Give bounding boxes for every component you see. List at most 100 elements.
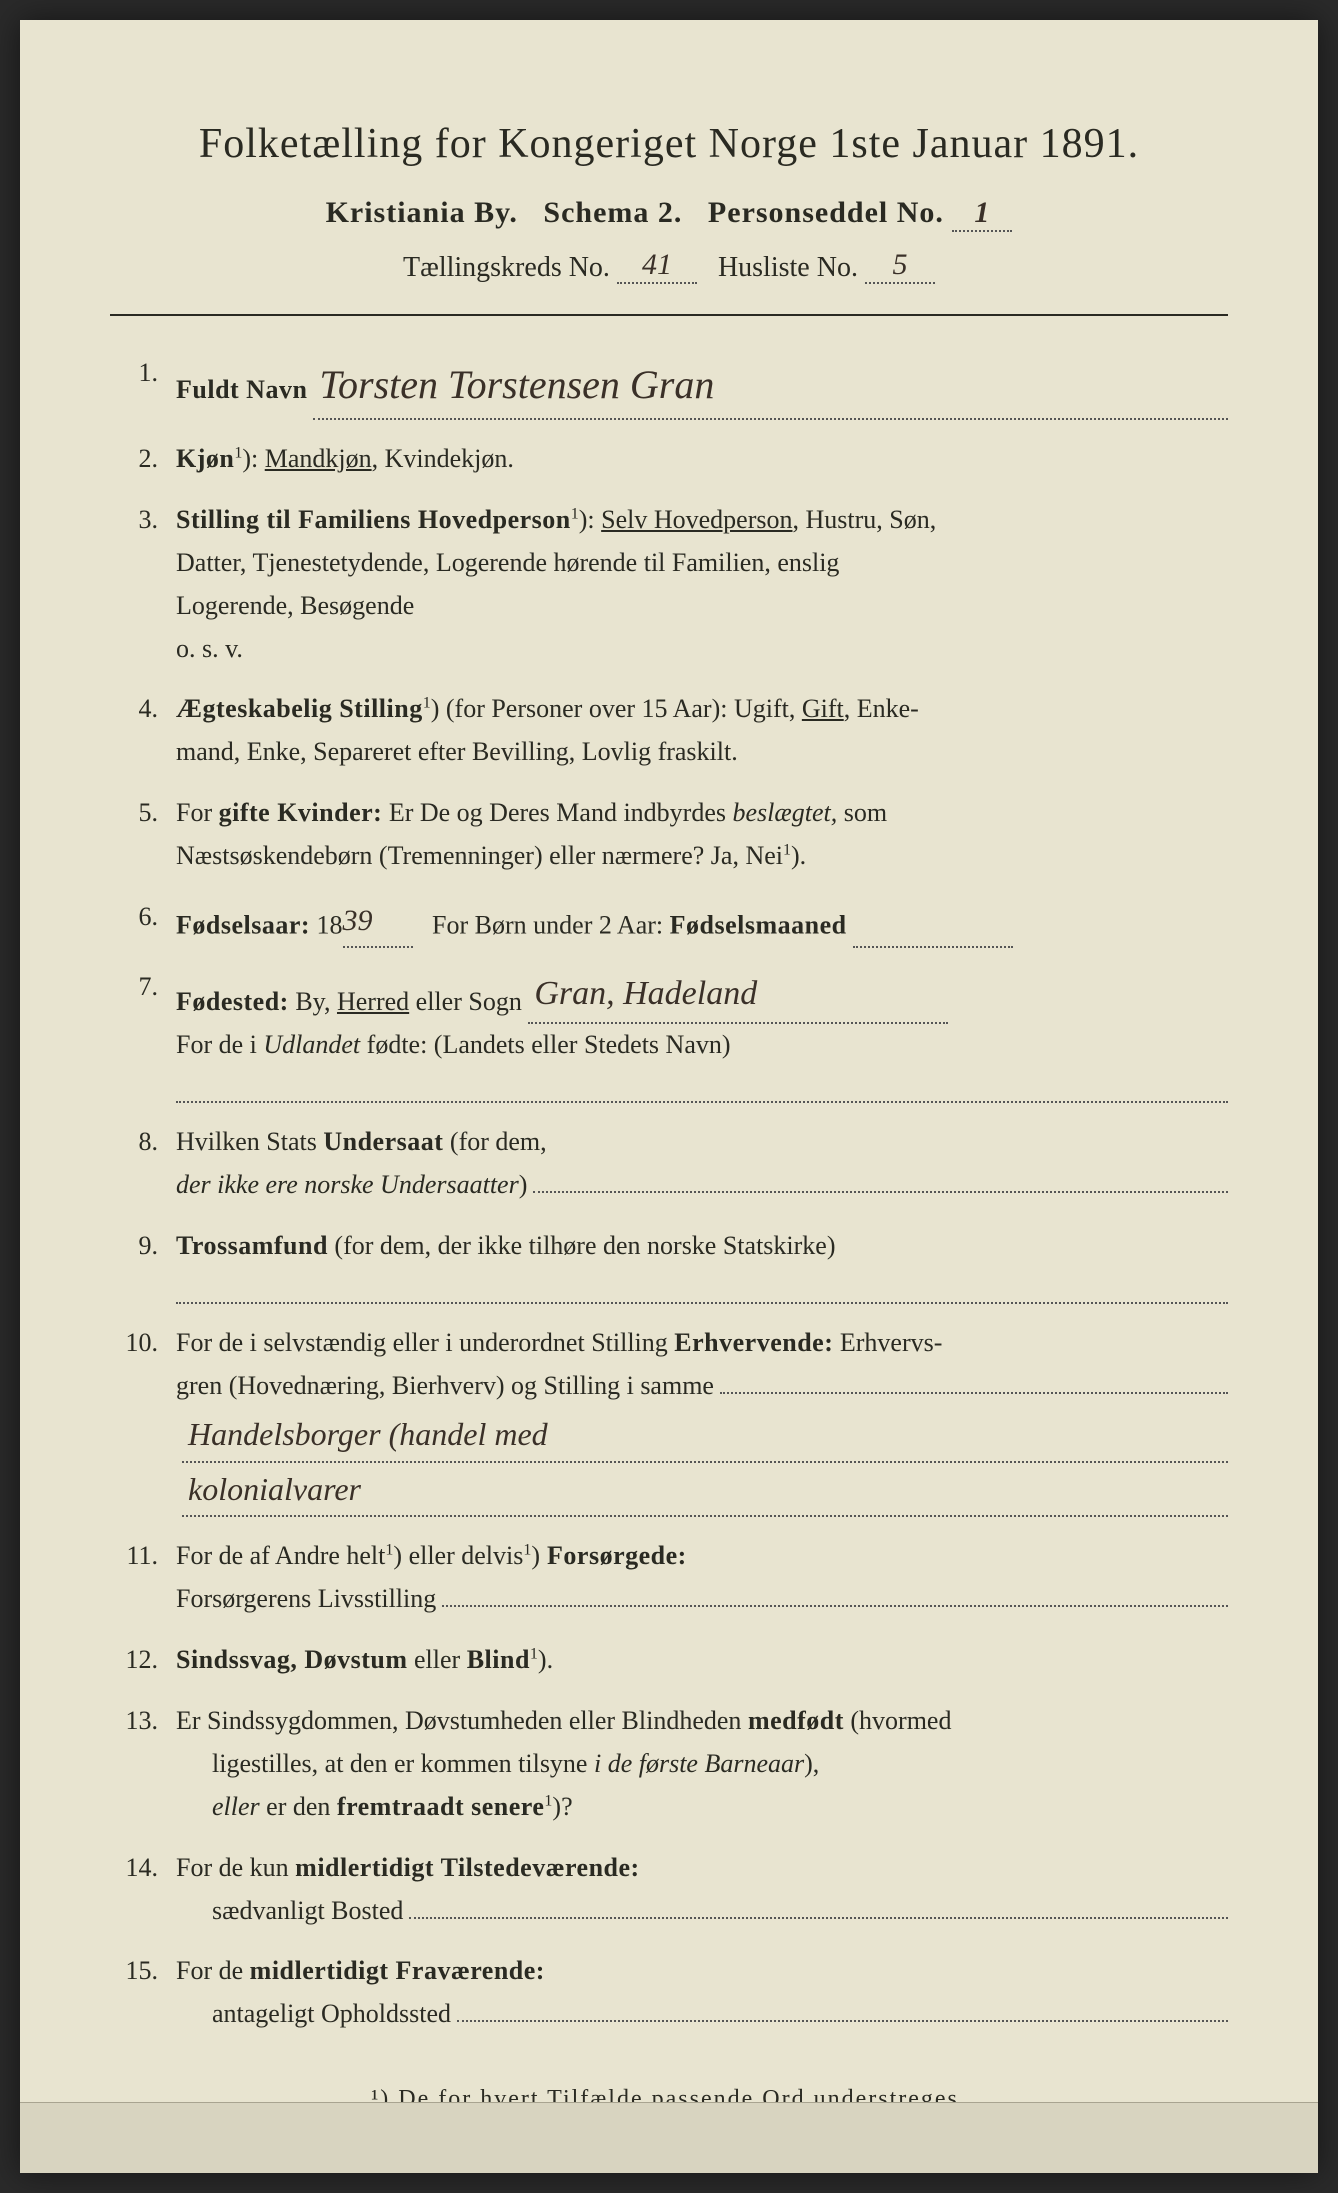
f11-t2: eller delvis: [402, 1541, 523, 1570]
field-1: 1. Fuldt Navn Torsten Torstensen Gran: [120, 352, 1228, 420]
footnote: ¹) De for hvert Tilfælde passende Ord un…: [110, 2086, 1228, 2113]
f13-t1: Er Sindssygdommen, Døvstumheden eller Bl…: [176, 1706, 748, 1735]
field-4: 4. Ægteskabelig Stilling1) (for Personer…: [120, 688, 1228, 774]
personseddel-label: Personseddel No.: [708, 196, 944, 229]
f14-line2: sædvanligt Bosted: [212, 1890, 403, 1933]
field-2: 2. Kjøn1): Mandkjøn, Kvindekjøn.: [120, 438, 1228, 481]
field-label: Sindssvag, Døvstum: [176, 1645, 408, 1674]
f8-t1: Hvilken Stats: [176, 1127, 323, 1156]
field-num: 3.: [120, 499, 176, 671]
field-5: 5. For gifte Kvinder: Er De og Deres Man…: [120, 792, 1228, 878]
field-label: midlertidigt Fraværende:: [250, 1956, 545, 1985]
f4-line2: mand, Enke, Separeret efter Bevilling, L…: [176, 737, 738, 766]
occupation-value-2: kolonialvarer: [182, 1463, 1228, 1518]
f15-line2: antageligt Opholdssted: [212, 1993, 451, 2036]
divider: [110, 314, 1228, 316]
f11-line2: Forsørgerens Livsstilling: [176, 1578, 436, 1621]
f5-em: beslægtet,: [733, 798, 838, 827]
dotted-line: [176, 1067, 1228, 1103]
birth-month: [853, 946, 1013, 948]
f14-text: For de kun: [176, 1853, 295, 1882]
f5-line2: Næstsøskendebørn (Tremenninger) eller næ…: [176, 841, 783, 870]
marital-selected: Gift: [802, 694, 844, 723]
field-num: 12.: [120, 1639, 176, 1682]
field-14: 14. For de kun midlertidigt Tilstedevære…: [120, 1847, 1228, 1933]
f13-l3a: eller: [212, 1792, 260, 1821]
kreds-no: 41: [617, 248, 697, 284]
birth-year: 39: [343, 896, 413, 948]
f5-t1: Er De og Deres Mand indbyrdes: [382, 798, 732, 827]
f10-line2: gren (Hovednæring, Bierhverv) og Stillin…: [176, 1365, 714, 1408]
field-label: Undersaat: [323, 1127, 443, 1156]
field-3: 3. Stilling til Familiens Hovedperson1):…: [120, 499, 1228, 671]
field-label: Fødselsaar:: [176, 911, 310, 940]
form-items: 1. Fuldt Navn Torsten Torstensen Gran 2.…: [110, 352, 1228, 2036]
born-label: For Børn under 2 Aar:: [432, 911, 663, 940]
f13-l3b: er den: [260, 1792, 337, 1821]
f13-l2a: ligestilles, at den er kommen tilsyne: [212, 1749, 594, 1778]
field-label: Forsørgede:: [540, 1541, 687, 1570]
f7-l2em: Udlandet: [263, 1030, 360, 1059]
dotted-line: [442, 1605, 1228, 1607]
f8-t2: (for dem,: [443, 1127, 546, 1156]
field-15: 15. For de midlertidigt Fraværende: anta…: [120, 1950, 1228, 2036]
field-3-line4: o. s. v.: [176, 634, 243, 663]
field-label: gifte Kvinder:: [219, 798, 383, 827]
field-num: 2.: [120, 438, 176, 481]
f15-text: For de: [176, 1956, 250, 1985]
field-num: 14.: [120, 1847, 176, 1933]
sex-selected: Mandkjøn: [265, 444, 372, 473]
field-label: Erhvervende:: [674, 1328, 833, 1357]
dotted-line: [409, 1917, 1228, 1919]
field-num: 7.: [120, 966, 176, 1103]
field-num: 1.: [120, 352, 176, 420]
f4-note: (for Personer over 15 Aar):: [439, 694, 734, 723]
field-num: 9.: [120, 1225, 176, 1304]
field-num: 8.: [120, 1121, 176, 1207]
field-8: 8. Hvilken Stats Undersaat (for dem, der…: [120, 1121, 1228, 1207]
field-12: 12. Sindssvag, Døvstum eller Blind1).: [120, 1639, 1228, 1682]
field-label: Kjøn: [176, 444, 234, 473]
f5-t2: som: [837, 798, 887, 827]
field-3-line2: Datter, Tjenestetydende, Logerende høren…: [176, 548, 839, 577]
f10-t2: Erhvervs-: [833, 1328, 942, 1357]
field-label-2: Blind: [467, 1645, 530, 1674]
field-num: 6.: [120, 896, 176, 948]
f11-t1: For de af Andre helt: [176, 1541, 385, 1570]
form-subtitle: Kristiania By. Schema 2. Personseddel No…: [110, 196, 1228, 232]
husliste-no: 5: [865, 248, 935, 284]
form-subline: Tællingskreds No. 41 Husliste No. 5: [110, 248, 1228, 284]
dotted-line: [176, 1268, 1228, 1304]
field-13: 13. Er Sindssygdommen, Døvstumheden elle…: [120, 1700, 1228, 1829]
f13-l3label: fremtraadt senere: [337, 1792, 545, 1821]
f5-prefix: For: [176, 798, 219, 827]
census-form-page: Folketælling for Kongeriget Norge 1ste J…: [20, 20, 1318, 2173]
field-num: 13.: [120, 1700, 176, 1829]
field-label: medfødt: [748, 1706, 844, 1735]
field-3-line3: Logerende, Besøgende: [176, 591, 414, 620]
field-11: 11. For de af Andre helt1) eller delvis1…: [120, 1535, 1228, 1621]
f13-t2: (hvormed: [844, 1706, 952, 1735]
month-label: Fødselsmaaned: [670, 911, 847, 940]
personseddel-no: 1: [952, 196, 1012, 232]
husliste-label: Husliste No.: [718, 252, 858, 283]
field-label: Fuldt Navn: [176, 369, 307, 412]
birthplace-value: Gran, Hadeland: [528, 966, 948, 1024]
f9-text: (for dem, der ikke tilhøre den norske St…: [328, 1231, 836, 1260]
f7-l2a: For de i: [176, 1030, 263, 1059]
field-num: 4.: [120, 688, 176, 774]
form-title: Folketælling for Kongeriget Norge 1ste J…: [110, 120, 1228, 168]
field-9: 9. Trossamfund (for dem, der ikke tilhør…: [120, 1225, 1228, 1304]
field-label: Trossamfund: [176, 1231, 328, 1260]
position-selected: Selv Hovedperson: [601, 505, 792, 534]
f12-text: eller: [408, 1645, 467, 1674]
f10-t1: For de i selvstændig eller i underordnet…: [176, 1328, 674, 1357]
field-7: 7. Fødested: By, Herred eller Sogn Gran,…: [120, 966, 1228, 1103]
field-num: 11.: [120, 1535, 176, 1621]
kreds-label: Tællingskreds No.: [403, 252, 610, 283]
field-label: Fødested:: [176, 987, 289, 1016]
schema-label: Schema 2.: [543, 196, 682, 229]
full-name-value: Torsten Torstensen Gran: [313, 352, 1228, 420]
field-num: 15.: [120, 1950, 176, 2036]
field-num: 5.: [120, 792, 176, 878]
